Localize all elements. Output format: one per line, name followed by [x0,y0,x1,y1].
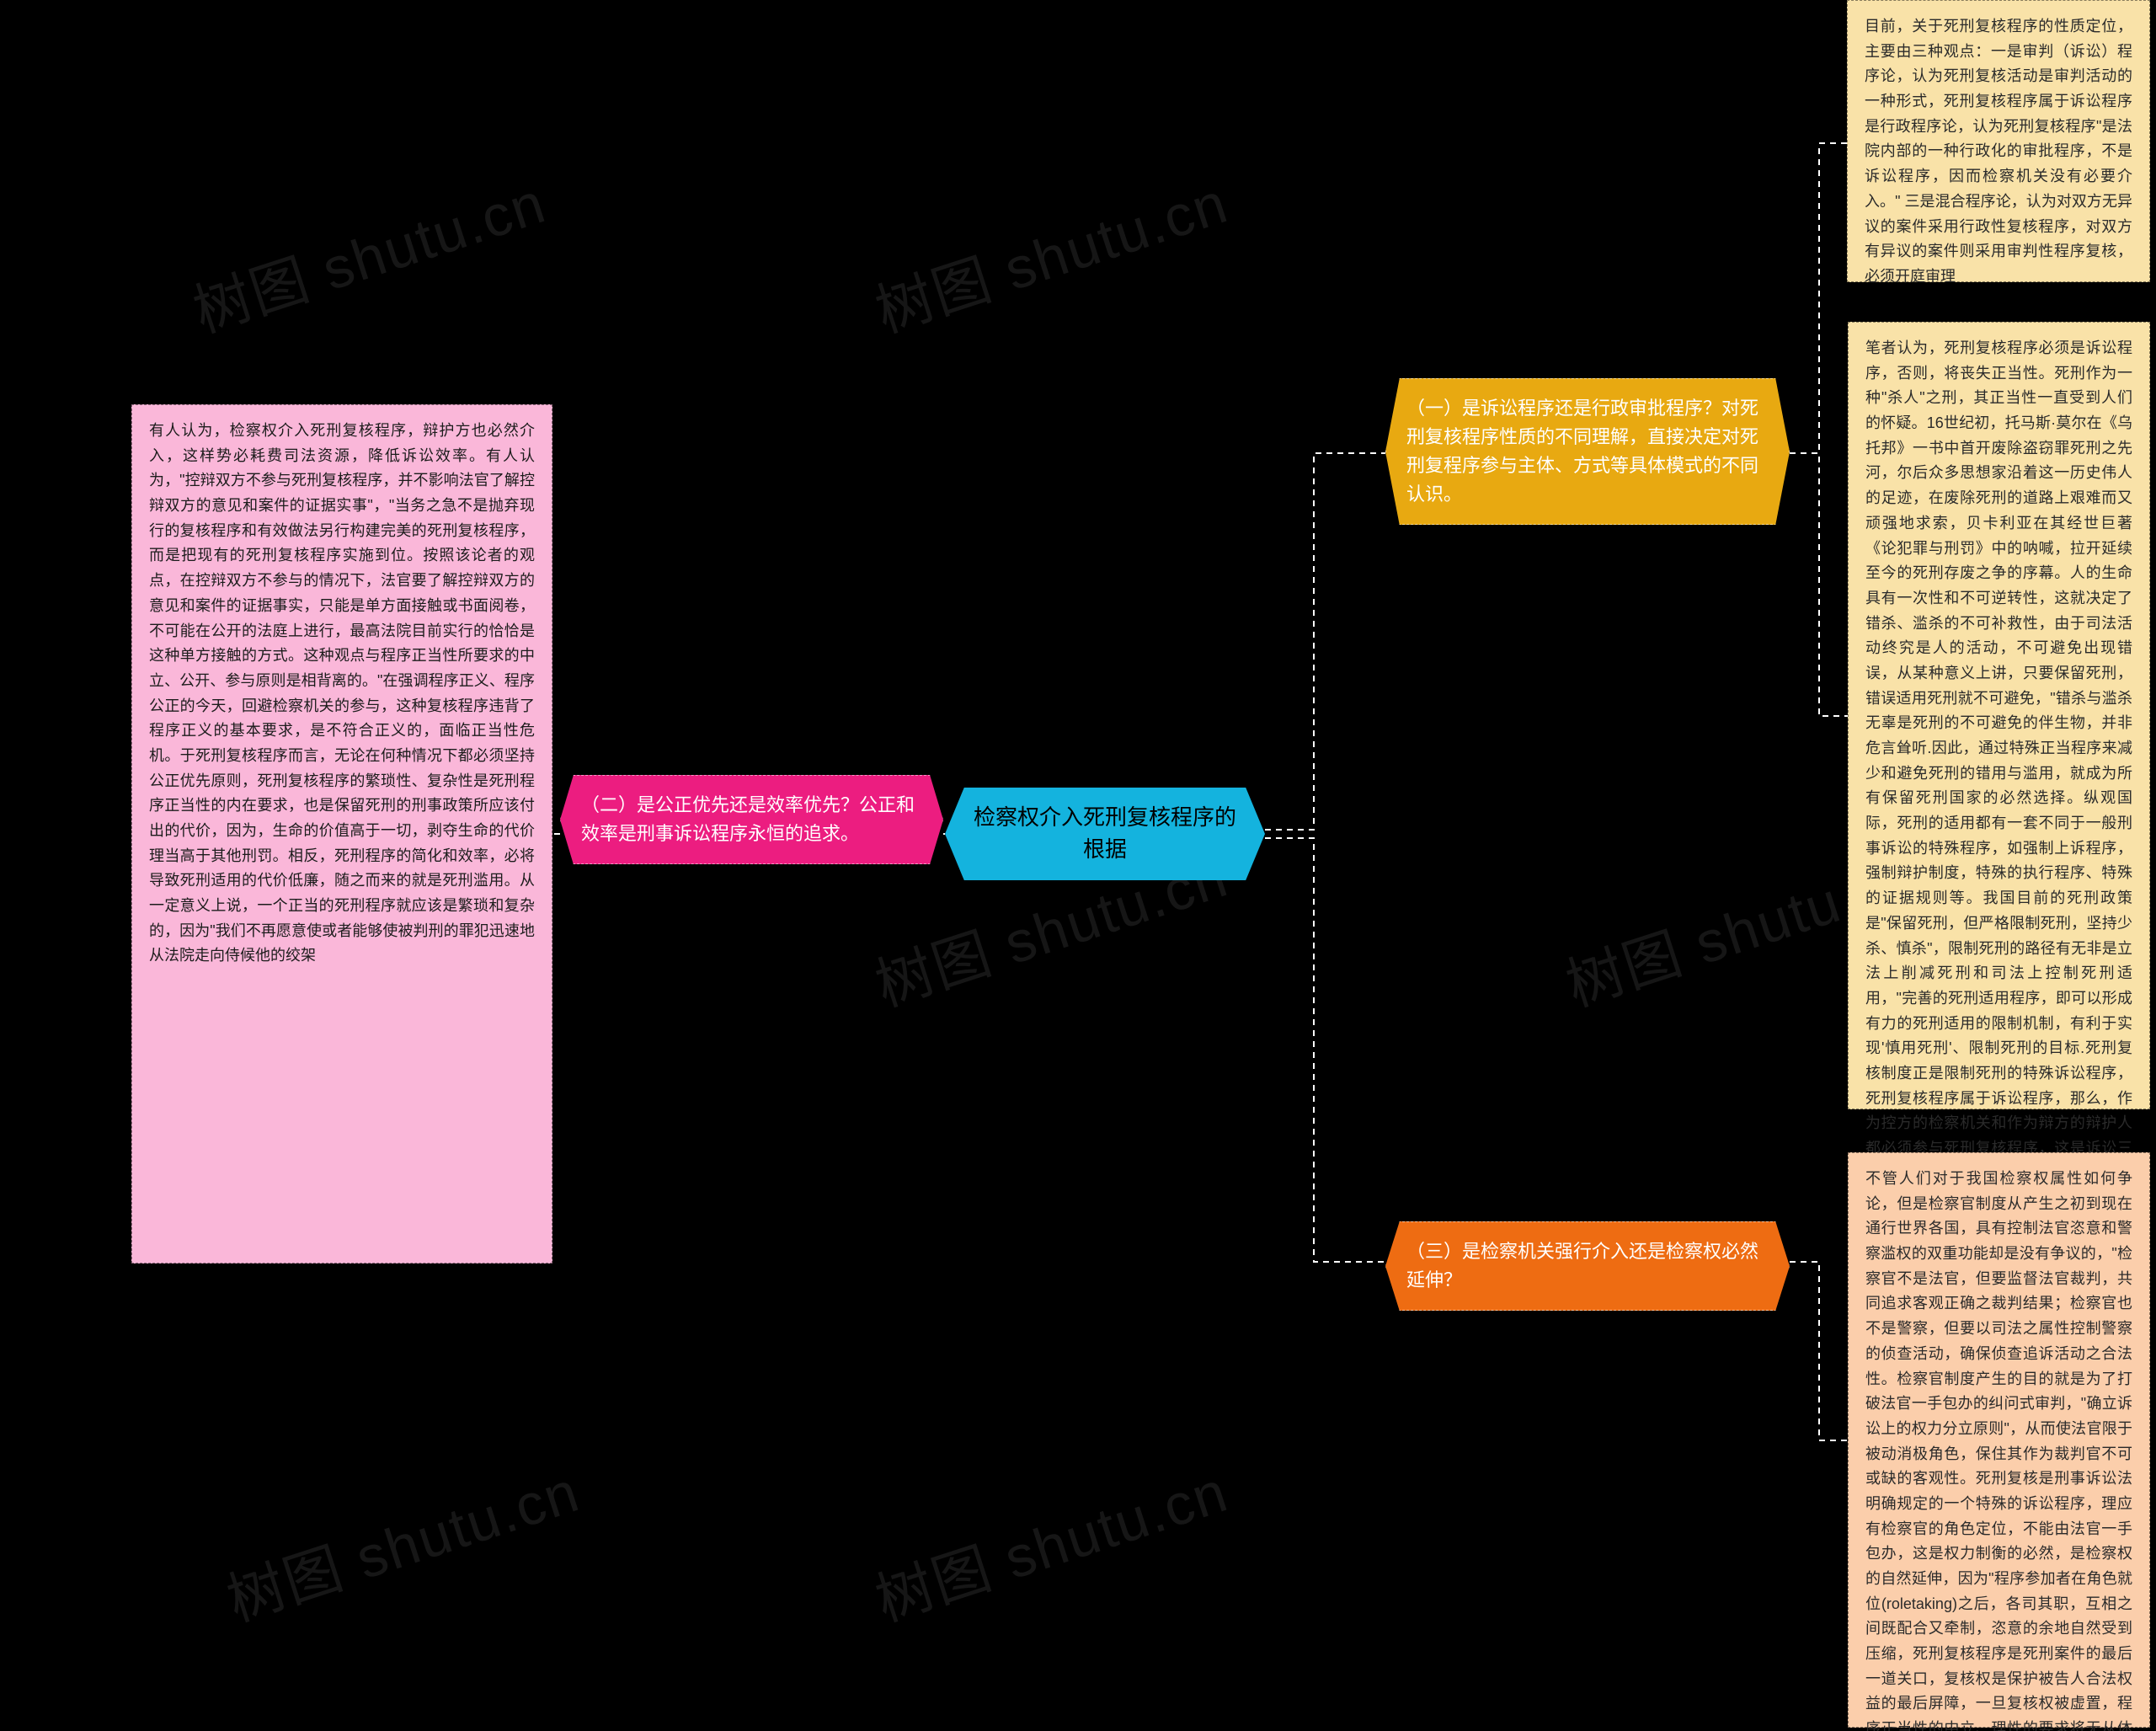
branch-b1-label: （一）是诉讼程序还是行政审批程序？对死刑复核程序性质的不同理解，直接决定对死刑复… [1406,398,1758,505]
branch-b3[interactable]: （三）是检察机关强行介入还是检察权必然延伸？ [1385,1221,1790,1311]
branch-b3-label: （三）是检察机关强行介入还是检察权必然延伸？ [1406,1241,1758,1290]
branch-b2-label: （二）是公正优先还是效率优先？公正和效率是刑事诉讼程序永恒的追求。 [581,794,915,844]
leaf-orange[interactable]: 不管人们对于我国检察权属性如何争论，但是检察官制度从产生之初到现在通行世界各国，… [1848,1152,2150,1728]
leaf-orange-text: 不管人们对于我国检察权属性如何争论，但是检察官制度从产生之初到现在通行世界各国，… [1865,1170,2132,1731]
edge-center-to-b1 [1265,453,1385,830]
edge-b1-to-y1 [1790,143,1847,453]
leaf-yellow-1-text: 目前，关于死刑复核程序的性质定位，主要由三种观点：一是审判（诉讼）程序论，认为死… [1865,18,2132,285]
center-node-label: 检察权介入死刑复核程序的根据 [969,802,1241,865]
edge-b3-to-o1 [1790,1262,1848,1440]
branch-b2[interactable]: （二）是公正优先还是效率优先？公正和效率是刑事诉讼程序永恒的追求。 [560,775,943,864]
mindmap-canvas: 树图 shutu.cn 树图 shutu.cn 树图 shutu.cn 树图 s… [0,0,2156,1731]
center-node[interactable]: 检察权介入死刑复核程序的根据 [945,788,1265,880]
edge-b1-to-y2 [1790,453,1848,716]
edge-center-to-b3 [1265,838,1385,1262]
branch-b1[interactable]: （一）是诉讼程序还是行政审批程序？对死刑复核程序性质的不同理解，直接决定对死刑复… [1385,378,1790,525]
leaf-yellow-1[interactable]: 目前，关于死刑复核程序的性质定位，主要由三种观点：一是审判（诉讼）程序论，认为死… [1847,0,2150,282]
leaf-yellow-2[interactable]: 笔者认为，死刑复核程序必须是诉讼程序，否则，将丧失正当性。死刑作为一种"杀人"之… [1848,322,2150,1109]
leaf-pink[interactable]: 有人认为，检察权介入死刑复核程序，辩护方也必然介入，这样势必耗费司法资源，降低诉… [131,404,552,1264]
leaf-pink-text: 有人认为，检察权介入死刑复核程序，辩护方也必然介入，这样势必耗费司法资源，降低诉… [149,422,535,964]
